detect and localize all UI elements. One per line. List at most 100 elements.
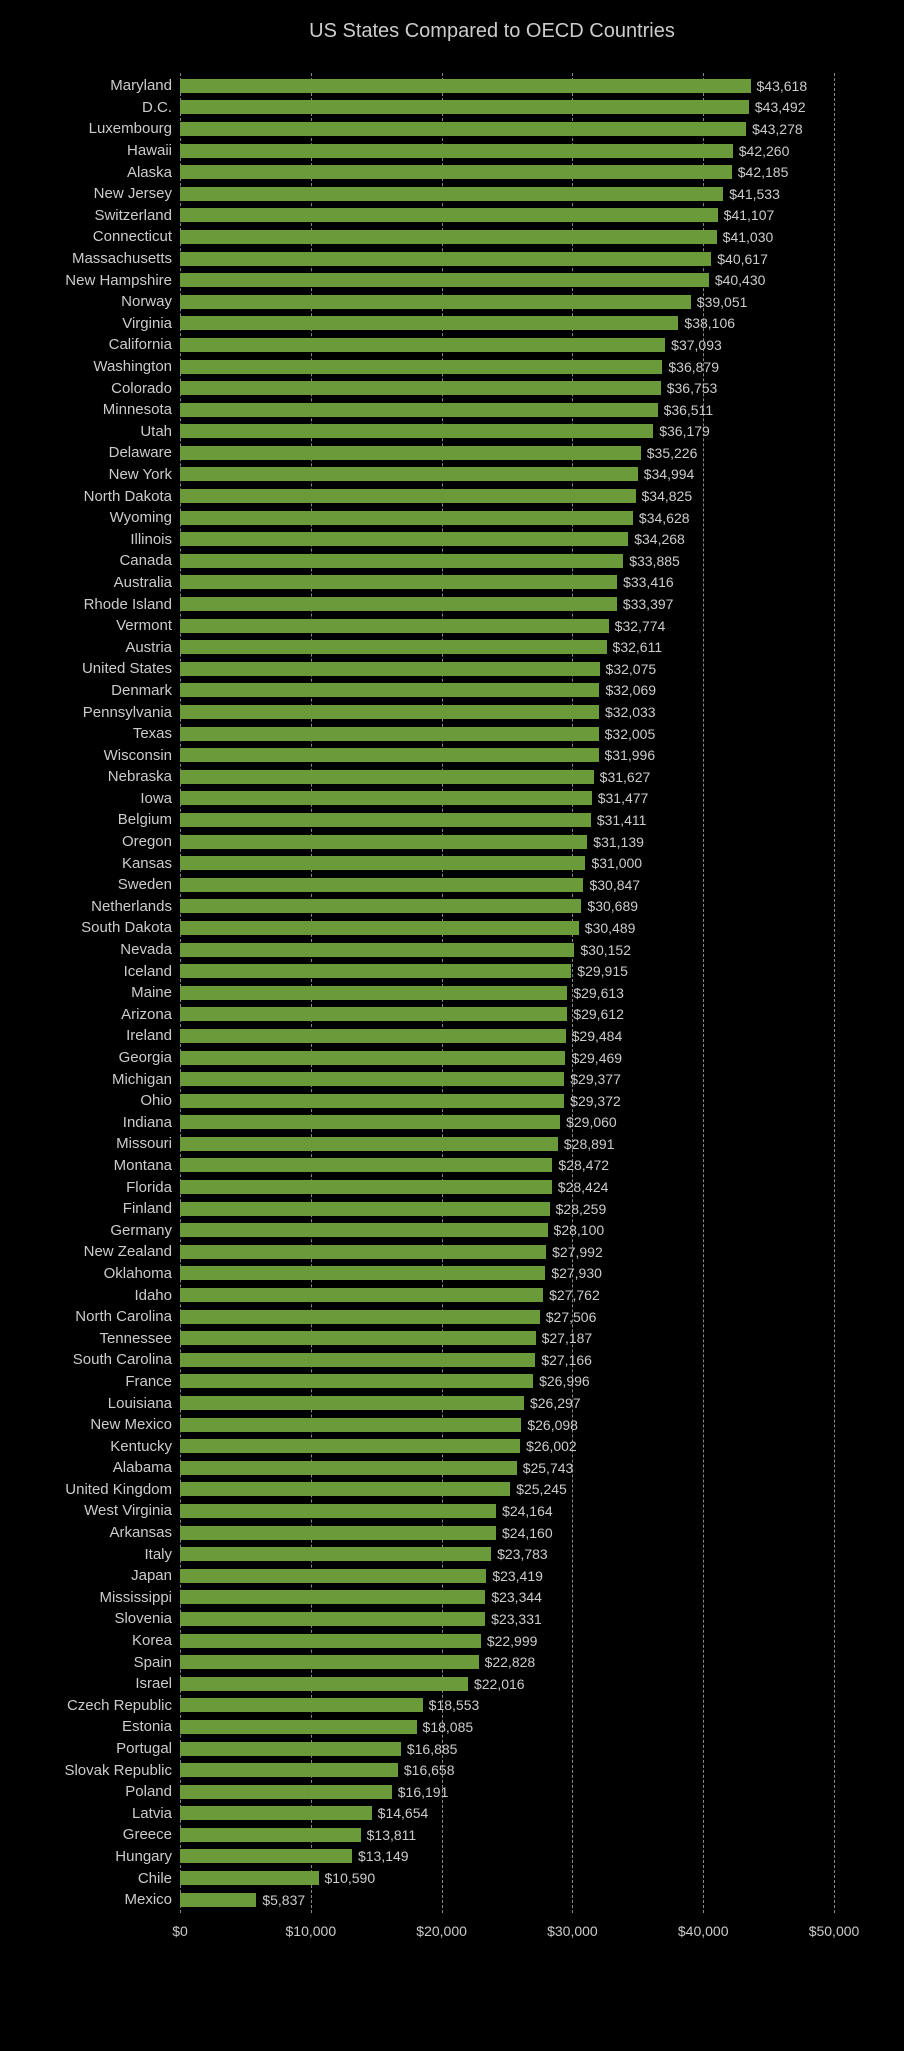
bar-label: Austria <box>125 639 172 656</box>
bar-label: Australia <box>114 574 172 591</box>
bar-row: Hungary$13,149 <box>180 1847 834 1865</box>
bar-label: Portugal <box>116 1740 172 1757</box>
bar-row: Florida$28,424 <box>180 1178 834 1196</box>
bar: $33,416 <box>180 575 617 589</box>
bar-value: $31,000 <box>591 855 642 871</box>
bar-row: Spain$22,828 <box>180 1653 834 1671</box>
bar: $39,051 <box>180 295 691 309</box>
bar-row: Kentucky$26,002 <box>180 1437 834 1455</box>
bar-value: $13,811 <box>367 1827 417 1843</box>
bar-value: $10,590 <box>325 1870 376 1886</box>
bar-label: United Kingdom <box>65 1481 172 1498</box>
bar-value: $34,628 <box>639 510 690 526</box>
bar-label: Arkansas <box>109 1524 172 1541</box>
bar-row: Idaho$27,762 <box>180 1286 834 1304</box>
bar-label: Oklahoma <box>104 1265 172 1282</box>
bar-label: Kentucky <box>110 1438 172 1455</box>
bar-row: Delaware$35,226 <box>180 444 834 462</box>
bar-label: Pennsylvania <box>83 704 172 721</box>
bar-value: $26,996 <box>539 1373 590 1389</box>
bar: $24,164 <box>180 1504 496 1518</box>
bar: $34,628 <box>180 511 633 525</box>
bar-label: Alaska <box>127 164 172 181</box>
bar: $13,811 <box>180 1828 361 1842</box>
bar-label: Louisiana <box>108 1395 172 1412</box>
bar-row: Virginia$38,106 <box>180 314 834 332</box>
bar-value: $31,411 <box>597 812 647 828</box>
bar-row: Norway$39,051 <box>180 293 834 311</box>
bar-value: $38,106 <box>684 315 735 331</box>
bar-value: $5,837 <box>262 1892 305 1908</box>
bar-value: $33,416 <box>623 574 674 590</box>
bar-label: Canada <box>119 552 172 569</box>
bar-label: Denmark <box>111 682 172 699</box>
bar-row: New Jersey$41,533 <box>180 185 834 203</box>
bar: $32,611 <box>180 640 607 654</box>
bar-row: Illinois$34,268 <box>180 530 834 548</box>
bar-row: Greece$13,811 <box>180 1826 834 1844</box>
bar: $24,160 <box>180 1526 496 1540</box>
bar-label: Spain <box>134 1654 172 1671</box>
bar: $36,511 <box>180 403 658 417</box>
bar: $30,847 <box>180 878 583 892</box>
chart-area: Maryland$43,618D.C.$43,492Luxembourg$43,… <box>180 73 834 1953</box>
x-axis-tick: $20,000 <box>416 1923 467 1939</box>
bar-value: $41,533 <box>729 186 780 202</box>
bar-row: Kansas$31,000 <box>180 854 834 872</box>
bar-row: Mississippi$23,344 <box>180 1588 834 1606</box>
bar-label: Mississippi <box>99 1589 172 1606</box>
bar-label: South Carolina <box>73 1351 172 1368</box>
bar-value: $41,030 <box>723 229 774 245</box>
bar: $25,245 <box>180 1482 510 1496</box>
bar: $31,000 <box>180 856 585 870</box>
bar-value: $14,654 <box>378 1805 429 1821</box>
bar: $5,837 <box>180 1893 256 1907</box>
bar-row: Sweden$30,847 <box>180 876 834 894</box>
bar: $29,469 <box>180 1051 565 1065</box>
bar-value: $27,762 <box>549 1287 600 1303</box>
bar: $28,259 <box>180 1202 550 1216</box>
bar-label: Ohio <box>140 1092 172 1109</box>
bar-value: $34,825 <box>642 488 693 504</box>
bar-label: Sweden <box>118 876 172 893</box>
bar-label: Italy <box>144 1546 172 1563</box>
bar-label: Texas <box>133 725 172 742</box>
bar-label: France <box>125 1373 172 1390</box>
bar-row: Oklahoma$27,930 <box>180 1264 834 1282</box>
bar-value: $27,187 <box>542 1330 593 1346</box>
bar-row: Hawaii$42,260 <box>180 142 834 160</box>
bar-label: Illinois <box>130 531 172 548</box>
bar-label: Indiana <box>123 1114 172 1131</box>
bar-row: New York$34,994 <box>180 465 834 483</box>
bar-row: Arkansas$24,160 <box>180 1524 834 1542</box>
bar: $16,658 <box>180 1763 398 1777</box>
bar: $43,492 <box>180 100 749 114</box>
bar-row: California$37,093 <box>180 336 834 354</box>
bar-row: Wisconsin$31,996 <box>180 746 834 764</box>
bar: $42,185 <box>180 165 732 179</box>
bar-label: D.C. <box>142 99 172 116</box>
bar: $13,149 <box>180 1849 352 1863</box>
bar-row: Latvia$14,654 <box>180 1804 834 1822</box>
bar: $31,411 <box>180 813 591 827</box>
x-axis-tick: $10,000 <box>285 1923 336 1939</box>
bar-value: $23,783 <box>497 1546 548 1562</box>
bar-label: Florida <box>126 1179 172 1196</box>
grid-line <box>834 73 835 1913</box>
bar-row: Louisiana$26,297 <box>180 1394 834 1412</box>
bar-label: New Jersey <box>94 185 172 202</box>
bar: $27,187 <box>180 1331 536 1345</box>
bar-label: West Virginia <box>84 1502 172 1519</box>
x-axis-tick: $30,000 <box>547 1923 598 1939</box>
bar-row: Wyoming$34,628 <box>180 509 834 527</box>
bar: $40,430 <box>180 273 709 287</box>
bar-row: North Carolina$27,506 <box>180 1308 834 1326</box>
bar: $29,613 <box>180 986 567 1000</box>
bar-row: Vermont$32,774 <box>180 617 834 635</box>
bar-value: $23,344 <box>491 1589 542 1605</box>
bar-label: Arizona <box>121 1006 172 1023</box>
bar-row: Alabama$25,743 <box>180 1459 834 1477</box>
bar-row: Minnesota$36,511 <box>180 401 834 419</box>
bar-label: Oregon <box>122 833 172 850</box>
bar: $32,774 <box>180 619 609 633</box>
